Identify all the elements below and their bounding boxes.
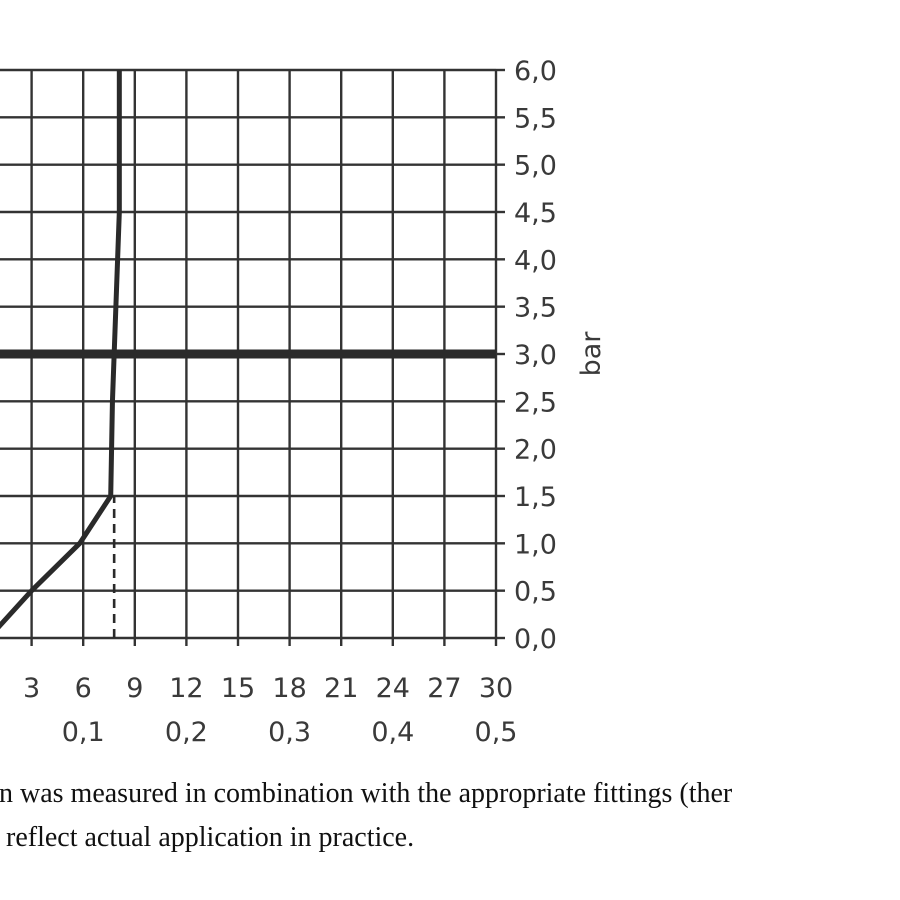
y-tick-labels: 0,0 0,5 1,0 1,5 2,0 2,5 3,0 3,5 4,0 4,5 5,0 5,5 6,0	[514, 56, 557, 655]
y-tick-label: 5,0	[514, 151, 557, 182]
x-tick-labels-primary: 3 6 9 12 15 18 21 24 27 30	[23, 673, 513, 704]
y-tick-label: 5,5	[514, 103, 557, 134]
x-tick-label-secondary: 0,3	[268, 717, 311, 748]
x-tick-label: 12	[169, 673, 203, 704]
y-tick-label: 4,0	[514, 245, 557, 276]
x-tick-label-secondary: 0,4	[371, 717, 414, 748]
x-tick-label: 21	[324, 673, 358, 704]
caption-line-1: on was measured in combination with the …	[0, 778, 733, 809]
series-line	[0, 70, 122, 630]
y-tick-label: 0,0	[514, 624, 557, 655]
y-tick-label: 2,5	[514, 387, 557, 418]
y-tick-label: 6,0	[514, 56, 557, 87]
y-tick-label: 1,0	[514, 529, 557, 560]
y-tick-label: 1,5	[514, 482, 557, 513]
y-tick-label: 2,0	[514, 435, 557, 466]
x-tick-label: 6	[75, 673, 92, 704]
x-tick-label: 15	[221, 673, 255, 704]
x-tick-label: 24	[376, 673, 410, 704]
x-tick-label: 3	[23, 673, 40, 704]
y-tick-label: 4,5	[514, 198, 557, 229]
caption-line-2: o reflect actual application in practice…	[0, 822, 415, 853]
x-tick-label: 27	[427, 673, 461, 704]
y-tick-label: 3,5	[514, 293, 557, 324]
y-tick-label: 0,5	[514, 577, 557, 608]
x-tick-label: 9	[126, 673, 143, 704]
x-tick-label-secondary: 0,1	[62, 717, 105, 748]
x-tick-labels-secondary: 0,1 0,2 0,3 0,4 0,5	[62, 717, 518, 748]
y-tick-label: 3,0	[514, 340, 557, 371]
x-tick-label: 18	[272, 673, 306, 704]
chart-caption: on was measured in combination with the …	[0, 772, 900, 882]
series-group	[0, 70, 122, 630]
x-tick-label-secondary: 0,2	[165, 717, 208, 748]
x-tick-label-secondary: 0,5	[475, 717, 518, 748]
x-tick-label: 30	[479, 673, 513, 704]
y-axis-label: bar	[576, 331, 607, 377]
